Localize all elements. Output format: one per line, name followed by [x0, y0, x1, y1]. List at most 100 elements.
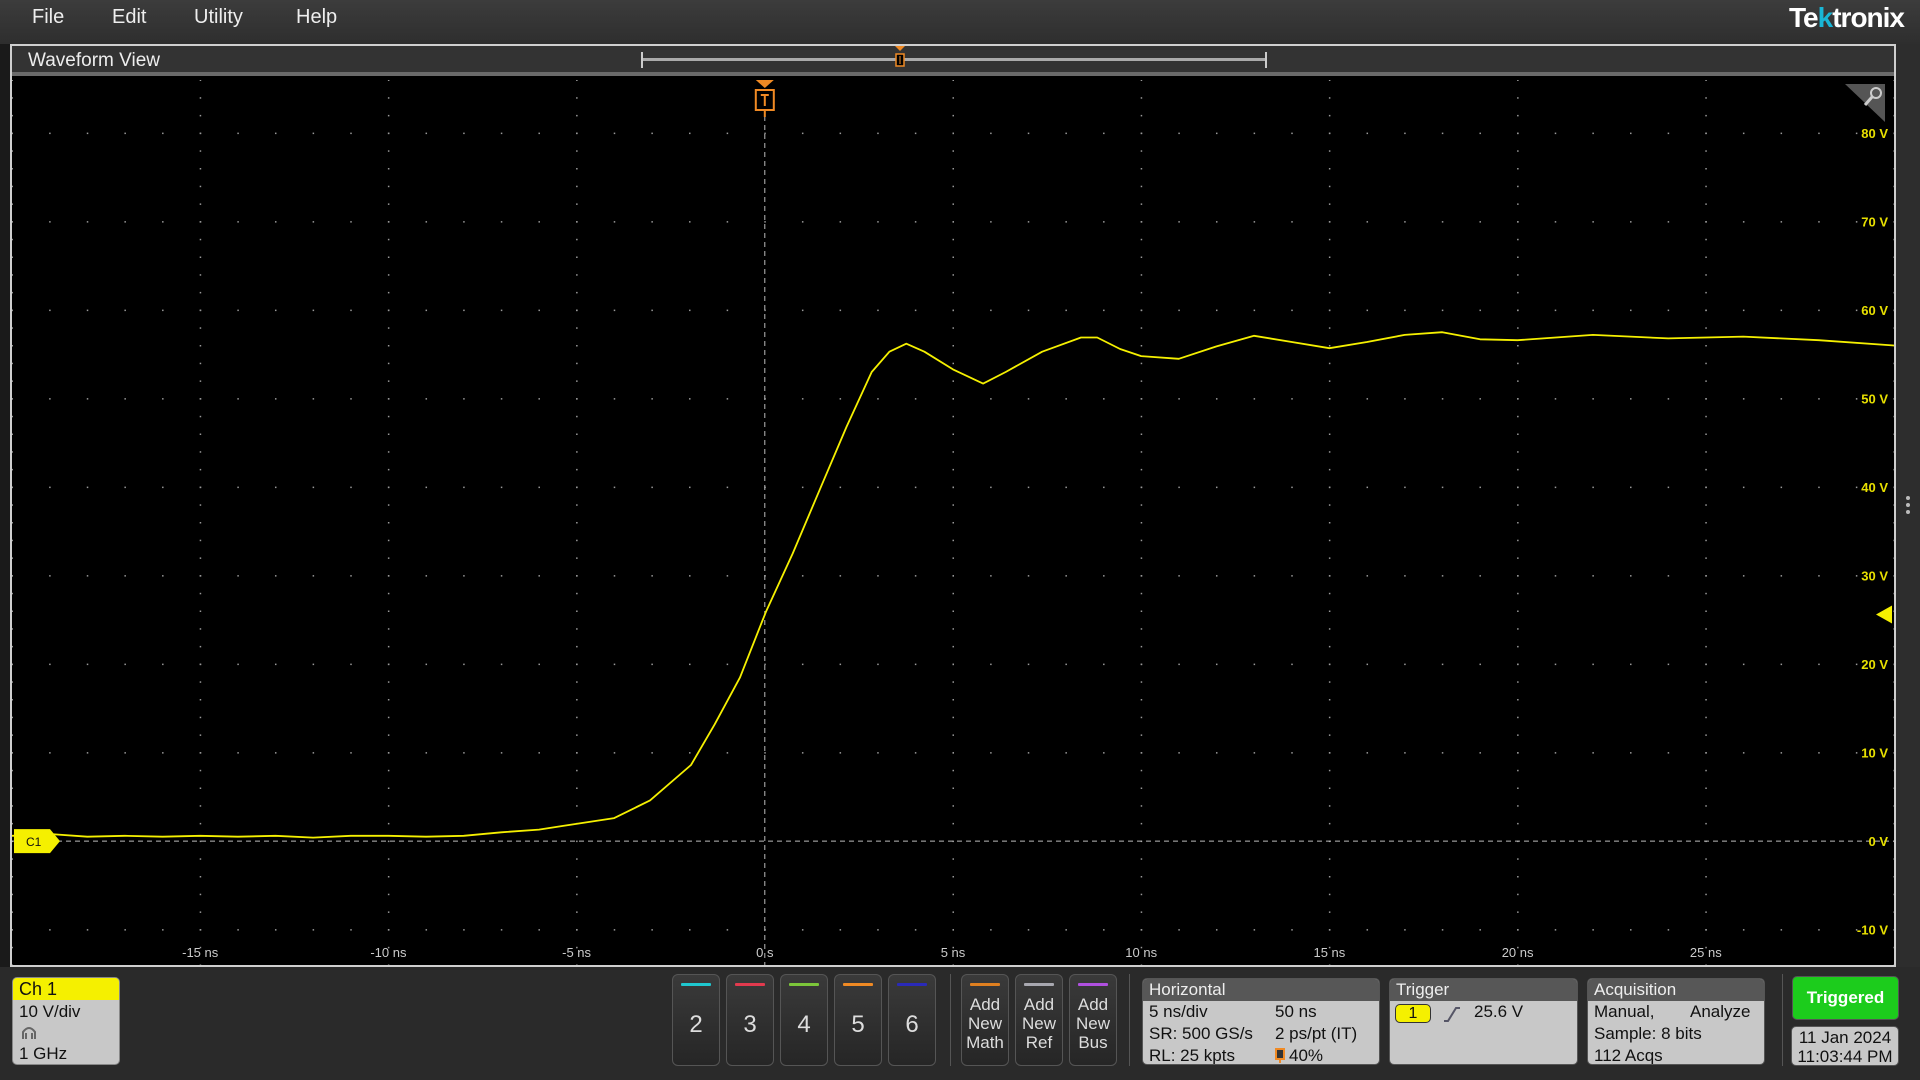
- grid-dot: [1215, 221, 1218, 223]
- grid-dot: [613, 309, 616, 312]
- grid-dot: [162, 752, 164, 754]
- grid-dot: [877, 575, 879, 577]
- menu-utility[interactable]: Utility: [194, 6, 243, 28]
- side-panel-handle[interactable]: [1896, 44, 1920, 967]
- grid-dot: [576, 203, 578, 205]
- channel-4-button[interactable]: 4: [780, 974, 828, 1066]
- run-stop-status-button[interactable]: Triggered: [1792, 976, 1899, 1020]
- grid-dot: [12, 468, 13, 471]
- grid-dot: [1705, 291, 1707, 294]
- grid-dot: [124, 221, 126, 223]
- grid-dot: [199, 256, 202, 258]
- grid-dot: [124, 398, 126, 400]
- waveform-plot[interactable]: -15 ns -10 ns -5 ns 0 s 5 ns 10 ns 15 ns 20 ns 2…: [12, 80, 1894, 965]
- grid-dot: [613, 132, 616, 135]
- grid-dot: [387, 539, 390, 542]
- grid-dot: [162, 929, 164, 931]
- horizontal-panel[interactable]: Horizontal 5 ns/div 50 ns SR: 500 GS/s 2…: [1142, 978, 1380, 1065]
- channel-number: 2: [689, 1011, 703, 1038]
- grid-dot: [1705, 185, 1707, 188]
- channel-5-button[interactable]: 5: [834, 974, 882, 1066]
- channel-2-button[interactable]: 2: [672, 974, 720, 1066]
- grid-dot: [199, 539, 202, 542]
- grid-dot: [1780, 132, 1783, 135]
- grid-dot: [576, 256, 578, 258]
- grid-dot: [387, 663, 390, 666]
- grid-dot: [1065, 221, 1067, 223]
- grid-dot: [1140, 398, 1143, 400]
- grid-dot: [990, 575, 992, 577]
- grid-dot: [199, 327, 202, 329]
- grid-dot: [1065, 486, 1067, 489]
- grid-dot: [1554, 752, 1557, 754]
- trigger-panel[interactable]: Trigger 1 25.6 V: [1389, 978, 1578, 1065]
- grid-dot: [1893, 929, 1894, 931]
- y-tick-label: 80 V: [1861, 126, 1888, 141]
- channel-1-badge[interactable]: Ch 1 10 V/div 1 GHz: [12, 977, 120, 1065]
- grid-dot: [952, 752, 954, 754]
- grid-dot: [952, 97, 954, 99]
- grid-dot: [12, 486, 13, 489]
- zoom-magnifier-icon[interactable]: [1845, 84, 1889, 124]
- grid-dot: [1366, 929, 1369, 931]
- grid-dot: [199, 486, 202, 489]
- channel-6-button[interactable]: 6: [888, 974, 936, 1066]
- grid-dot: [1855, 575, 1858, 577]
- add-new-math-button[interactable]: Add New Math: [961, 974, 1009, 1066]
- menu-edit[interactable]: Edit: [112, 6, 147, 28]
- grid-dot: [1517, 876, 1519, 878]
- channel-3-button[interactable]: 3: [726, 974, 774, 1066]
- record-overview-bar[interactable]: [641, 46, 1267, 68]
- acquisition-panel[interactable]: Acquisition Manual, Analyze Sample: 8 bi…: [1587, 978, 1765, 1065]
- grid-dot: [1630, 398, 1632, 400]
- grid-dot: [764, 752, 766, 754]
- menu-file[interactable]: File: [32, 6, 65, 28]
- grid-dot: [199, 734, 202, 736]
- grid-dot: [199, 610, 202, 612]
- overview-trigger-marker-icon[interactable]: [893, 46, 907, 72]
- grid-dot: [1328, 876, 1331, 878]
- grid-dot: [1517, 911, 1519, 913]
- grid-dot: [49, 398, 51, 400]
- grid-dot: [1328, 787, 1331, 789]
- grid-dot: [1855, 132, 1858, 135]
- grid-dot: [1705, 362, 1707, 365]
- grid-dot: [1291, 752, 1293, 754]
- grid-dot: [1140, 575, 1143, 577]
- grid-dot: [387, 575, 390, 577]
- grid-dot: [1705, 415, 1707, 418]
- grid-dot: [1366, 486, 1369, 489]
- grid-dot: [1291, 929, 1293, 931]
- menu-help[interactable]: Help: [296, 6, 338, 28]
- grid-dot: [86, 663, 89, 666]
- grid-dot: [312, 663, 315, 666]
- grid-dot: [576, 946, 578, 949]
- grid-dot: [1742, 309, 1745, 312]
- grid-dot: [1328, 681, 1331, 683]
- grid-dot: [12, 699, 13, 701]
- grid-dot: [387, 203, 390, 205]
- grid-dot: [576, 345, 578, 347]
- grid-dot: [1517, 291, 1519, 294]
- grid-dot: [1630, 752, 1632, 754]
- grid-dot: [1140, 805, 1143, 807]
- grid-dot: [952, 168, 954, 170]
- grid-dot: [12, 433, 13, 435]
- add-new-ref-button[interactable]: Add New Ref: [1015, 974, 1063, 1066]
- grid-dot: [613, 221, 616, 223]
- grid-dot: [990, 309, 992, 312]
- grid-dot: [500, 663, 503, 666]
- grid-dot: [49, 752, 51, 754]
- grid-dot: [1893, 787, 1894, 789]
- color-bar: [1078, 983, 1108, 986]
- grid-dot: [1893, 256, 1894, 258]
- acquisition-title: Acquisition: [1588, 979, 1764, 1001]
- grid-dot: [1780, 221, 1783, 223]
- grid-dot: [12, 80, 13, 81]
- date-time-display[interactable]: 11 Jan 2024 11:03:44 PM: [1791, 1026, 1899, 1066]
- grid-dot: [1479, 309, 1481, 312]
- grid-dot: [1705, 946, 1707, 949]
- grid-dot: [387, 504, 390, 506]
- grid-dot: [1592, 221, 1594, 223]
- add-new-bus-button[interactable]: Add New Bus: [1069, 974, 1117, 1066]
